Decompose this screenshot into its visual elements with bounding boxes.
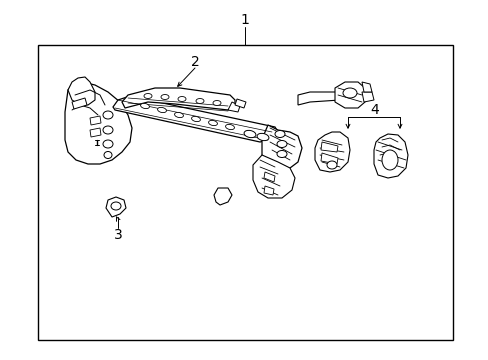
Polygon shape (361, 92, 373, 102)
Polygon shape (235, 99, 245, 108)
Text: 3: 3 (113, 228, 122, 242)
Ellipse shape (225, 125, 234, 130)
Polygon shape (373, 134, 407, 178)
Text: 4: 4 (370, 103, 379, 117)
Polygon shape (72, 98, 87, 109)
Polygon shape (264, 172, 274, 182)
Polygon shape (65, 82, 132, 164)
Ellipse shape (208, 120, 217, 126)
Polygon shape (320, 142, 337, 152)
Polygon shape (113, 96, 278, 142)
Ellipse shape (326, 161, 336, 169)
Ellipse shape (161, 94, 169, 99)
Ellipse shape (143, 94, 152, 99)
Ellipse shape (244, 130, 255, 138)
Polygon shape (334, 82, 364, 108)
Ellipse shape (342, 88, 356, 98)
Ellipse shape (274, 130, 285, 138)
Polygon shape (320, 153, 337, 164)
Ellipse shape (276, 140, 286, 148)
Polygon shape (264, 186, 273, 195)
Polygon shape (214, 188, 231, 205)
Polygon shape (106, 197, 126, 217)
Bar (38, 45, 452, 340)
Ellipse shape (111, 202, 121, 210)
Polygon shape (252, 155, 294, 198)
Ellipse shape (103, 126, 113, 134)
Polygon shape (90, 116, 101, 125)
Text: 2: 2 (190, 55, 199, 69)
Ellipse shape (103, 111, 113, 119)
Polygon shape (262, 125, 302, 170)
Ellipse shape (174, 112, 183, 118)
Ellipse shape (103, 140, 113, 148)
Ellipse shape (196, 99, 203, 104)
Ellipse shape (140, 103, 149, 109)
Polygon shape (68, 77, 95, 105)
Ellipse shape (381, 150, 397, 170)
Ellipse shape (213, 100, 221, 105)
Ellipse shape (191, 116, 200, 122)
Polygon shape (297, 92, 339, 105)
Polygon shape (227, 102, 240, 112)
Polygon shape (314, 132, 349, 172)
Text: 1: 1 (240, 13, 249, 27)
Polygon shape (90, 128, 101, 137)
Ellipse shape (157, 107, 166, 113)
Ellipse shape (178, 96, 185, 102)
Polygon shape (361, 82, 371, 92)
Ellipse shape (104, 152, 112, 158)
Ellipse shape (257, 133, 268, 141)
Polygon shape (122, 88, 235, 110)
Ellipse shape (276, 150, 286, 157)
